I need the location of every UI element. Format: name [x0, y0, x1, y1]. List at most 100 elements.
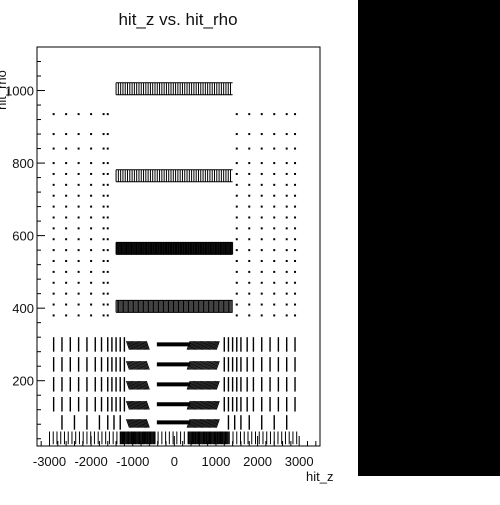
hit-dot — [285, 216, 288, 219]
hit-mark — [138, 360, 143, 370]
hit-mark — [189, 341, 193, 350]
hit-dot — [273, 227, 276, 230]
hit-mark — [201, 419, 206, 428]
hit-dot — [248, 303, 251, 306]
hit-mark — [134, 419, 139, 428]
hit-mark — [205, 360, 210, 370]
hit-mark — [208, 380, 213, 390]
hit-dot — [90, 172, 93, 175]
x-tick-label: -1000 — [116, 454, 149, 469]
hit-mark — [141, 380, 146, 390]
hit-dot — [106, 162, 109, 165]
hit-dot — [273, 249, 276, 252]
hit-dot — [77, 281, 80, 284]
hit-mark — [131, 380, 136, 390]
hit-mark — [135, 360, 140, 370]
hit-dot — [106, 205, 109, 208]
hit-mark — [142, 341, 147, 350]
hit-mark — [131, 419, 136, 428]
hit-mark — [204, 419, 209, 428]
hit-mark — [191, 341, 196, 350]
hit-mark — [193, 380, 198, 390]
hit-dot — [273, 292, 276, 295]
hit-mark — [139, 419, 144, 428]
hit-mark — [204, 380, 209, 390]
hit-mark — [215, 341, 220, 350]
hit-dot — [106, 183, 109, 186]
hit-mark — [213, 360, 218, 370]
hit-mark — [213, 400, 218, 410]
hit-dot — [52, 183, 55, 186]
hit-mark — [198, 419, 203, 428]
hit-dot — [294, 227, 297, 230]
hit-mark — [139, 341, 144, 350]
hit-dot — [248, 292, 251, 295]
hit-dot — [235, 194, 238, 197]
hit-dot — [248, 172, 251, 175]
hit-mark — [213, 419, 218, 428]
hit-dot — [90, 162, 93, 165]
hit-dot — [77, 147, 80, 150]
hit-dot — [235, 314, 238, 317]
hit-mark — [127, 419, 132, 428]
hit-mark — [190, 380, 195, 390]
axes: -3000 -2000 -1000 0 1000 2000 3000 200 400 600 800… — [5, 46, 321, 469]
hit-dot — [52, 133, 55, 136]
hit-dot — [77, 227, 80, 230]
x-tick-label: -3000 — [33, 454, 66, 469]
hit-mark — [215, 400, 220, 410]
hit-mark — [138, 400, 143, 410]
hit-mark — [128, 400, 133, 410]
hit-mark — [131, 341, 136, 350]
hit-dot — [52, 260, 55, 263]
hit-mark — [214, 341, 219, 350]
hit-mark — [200, 419, 205, 428]
hit-dot — [65, 194, 68, 197]
hit-dot — [285, 113, 288, 116]
hit-mark — [132, 360, 137, 370]
hit-mark — [196, 360, 200, 370]
hit-dot — [90, 314, 93, 317]
hit-mark — [131, 400, 136, 410]
hit-mark — [212, 419, 217, 428]
y-tick-label: 600 — [12, 229, 34, 244]
hit-mark — [199, 341, 204, 350]
hit-dot — [77, 194, 80, 197]
hit-mark — [196, 419, 200, 428]
plot-frame — [36, 46, 321, 447]
hit-dot — [273, 270, 276, 273]
hit-dot — [273, 281, 276, 284]
hit-dot — [235, 270, 238, 273]
hit-dot — [235, 183, 238, 186]
hit-dot — [260, 260, 263, 263]
hit-mark — [135, 341, 140, 350]
hit-dot — [106, 113, 109, 116]
hit-dot — [260, 303, 263, 306]
hit-dot — [106, 147, 109, 150]
hit-mark — [202, 360, 207, 370]
hit-mark — [209, 400, 214, 410]
hit-mark — [126, 419, 130, 428]
hit-mark — [143, 360, 148, 370]
hit-dot — [77, 303, 80, 306]
hit-dot — [90, 270, 93, 273]
hit-mark — [191, 360, 196, 370]
hit-dot — [77, 260, 80, 263]
hit-mark — [144, 380, 149, 390]
hit-dot — [102, 172, 105, 175]
hit-mark — [206, 380, 211, 390]
hit-dot — [273, 147, 276, 150]
hit-mark — [141, 419, 146, 428]
hit-mark — [137, 400, 142, 410]
hit-dot — [248, 227, 251, 230]
hit-dot — [235, 133, 238, 136]
hit-mark — [129, 400, 134, 410]
hit-dot — [273, 162, 276, 165]
hit-mark — [129, 341, 134, 350]
hit-mark — [130, 360, 135, 370]
hit-mark — [143, 380, 148, 390]
hit-mark — [129, 380, 134, 390]
hit-dot — [260, 249, 263, 252]
